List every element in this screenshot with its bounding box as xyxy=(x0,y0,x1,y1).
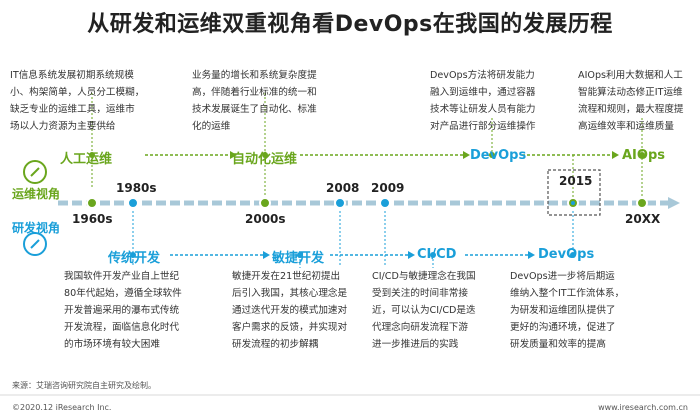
desc-auto-ops: 业务量的增长和系统复杂度提 高，伴随着行业标准的统一和 技术发展诞生了自动化、标… xyxy=(192,70,317,132)
page-title: 从研发和运维双重视角看DevOps在我国的发展历程 xyxy=(87,12,613,37)
desc-cicd: CI/CD与敏捷理念在我国 受到关注的时间非常接 近，可以认为CI/CD是迭 代… xyxy=(372,271,476,350)
stage-devops-dev: DevOps xyxy=(538,247,595,262)
year-20xx: 20XX xyxy=(625,212,661,226)
dev-arrow-3 xyxy=(465,251,535,259)
year-2008: 2008 xyxy=(326,181,360,195)
stage-manual-ops: 人工运维 xyxy=(60,152,113,167)
node-blue-2009 xyxy=(379,197,391,209)
stage-auto-ops: 自动化运维 xyxy=(232,152,298,167)
desc-manual-ops: IT信息系统发展初期系统规模 小、构架简单，人员分工模糊， 缺乏专业的运维工具，… xyxy=(10,70,145,132)
year-2015: 2015 xyxy=(559,174,593,188)
copyright: ©2020.12 iResearch Inc. xyxy=(12,403,112,412)
desc-devops-ops: DevOps方法将研发能力 融入到运维中，通过容器 技术等让研发人员有能力 对产… xyxy=(430,70,536,132)
timeline-arrowhead xyxy=(668,197,680,209)
desc-aiops: AIOps利用大数据和人工 智能算法动态修正IT运维 流程和规则，最大程度提 高… xyxy=(578,70,684,132)
year-2000s: 2000s xyxy=(245,212,286,226)
desc-agile-dev: 敏捷开发在21世纪初提出 后引入我国，其核心理念是 通过迭代开发的模式加速对 客… xyxy=(232,271,348,350)
node-blue-1980 xyxy=(127,197,139,209)
node-green-2000 xyxy=(259,197,271,209)
stage-cicd: CI/CD xyxy=(417,247,457,262)
stage-agile-dev: 敏捷开发 xyxy=(272,251,325,266)
dev-arrow-2 xyxy=(330,251,415,259)
ops-arrow-1 xyxy=(145,151,237,159)
highlight-2015-box xyxy=(547,169,601,216)
year-1980s: 1980s xyxy=(116,181,157,195)
year-1960s: 1960s xyxy=(72,212,113,226)
dev-arrow-1 xyxy=(170,251,270,259)
compass-icon xyxy=(23,160,47,184)
node-2015 xyxy=(567,197,579,209)
stage-devops-ops: DevOps xyxy=(470,148,527,163)
stage-traditional-dev: 传统开发 xyxy=(108,251,161,266)
ops-arrow-2 xyxy=(300,151,470,159)
ops-arrow-3 xyxy=(522,151,619,159)
source-note: 来源：艾瑞咨询研究院自主研究及绘制。 xyxy=(12,381,156,390)
ops-perspective-label: 运维视角 xyxy=(12,187,61,201)
year-2009: 2009 xyxy=(371,181,405,195)
stage-aiops: AIOps xyxy=(622,148,665,163)
desc-devops-dev: DevOps进一步将后期运 维纳入整个IT工作流体系， 为研发和运维团队提供了 … xyxy=(510,271,625,350)
node-blue-2008 xyxy=(334,197,346,209)
node-green-20xx xyxy=(636,197,648,209)
desc-traditional-dev: 我国软件开发产业自上世纪 80年代起始，遵循全球软件 开发普遍采用的瀑布式传统 … xyxy=(64,271,182,350)
dev-perspective-label: 研发视角 xyxy=(12,221,61,235)
compass-icon xyxy=(23,232,47,256)
website-link[interactable]: www.iresearch.com.cn xyxy=(598,403,688,412)
node-green-1960 xyxy=(86,197,98,209)
